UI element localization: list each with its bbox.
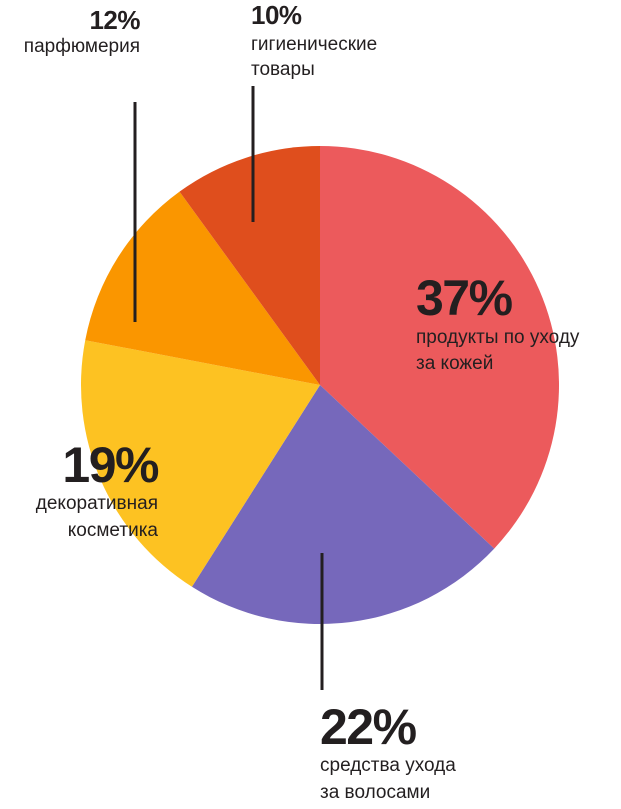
callout-desc-skin-line2: за кожей (416, 353, 494, 375)
callout-desc-makeup-line2: косметика (67, 519, 158, 541)
callout-percent-perfume: 12% (89, 5, 140, 35)
pie-slice-hair[interactable] (191, 385, 495, 624)
pie-slice-hygiene[interactable] (179, 146, 320, 385)
callout-desc-hygiene-line2: товары (251, 59, 315, 81)
callout-percent-hair: 22% (320, 699, 417, 755)
callout-label-skin: 37% продукты по уходу за кожей (416, 272, 621, 377)
pie-slice-perfume[interactable] (85, 191, 320, 385)
pie-slice-skin[interactable] (320, 146, 559, 549)
callout-percent-hygiene: 10% (251, 0, 302, 30)
callout-label-perfume: 12% парфюмерия (0, 5, 141, 59)
callout-desc-hair-line1: средства ухода (320, 755, 456, 776)
callout-label-hygiene: 10% гигиенические товары (251, 0, 481, 82)
callout-label-makeup: 19% декоративная косметика (0, 437, 160, 543)
callout-desc-perfume-line1: парфюмерия (23, 36, 140, 58)
callout-percent-makeup: 19% (62, 437, 159, 493)
callout-desc-hair-line2: за волосами (320, 781, 431, 803)
pie-slice-makeup[interactable] (80, 340, 320, 587)
callout-desc-makeup-line1: декоративная (35, 493, 158, 514)
callout-desc-hygiene-line1: гигиенические (251, 33, 378, 55)
callout-desc-skin-line1: продукты по уходу (416, 327, 580, 348)
callout-label-hair: 22% средства ухода за волосами (320, 702, 550, 805)
callout-percent-skin: 37% (416, 270, 513, 326)
